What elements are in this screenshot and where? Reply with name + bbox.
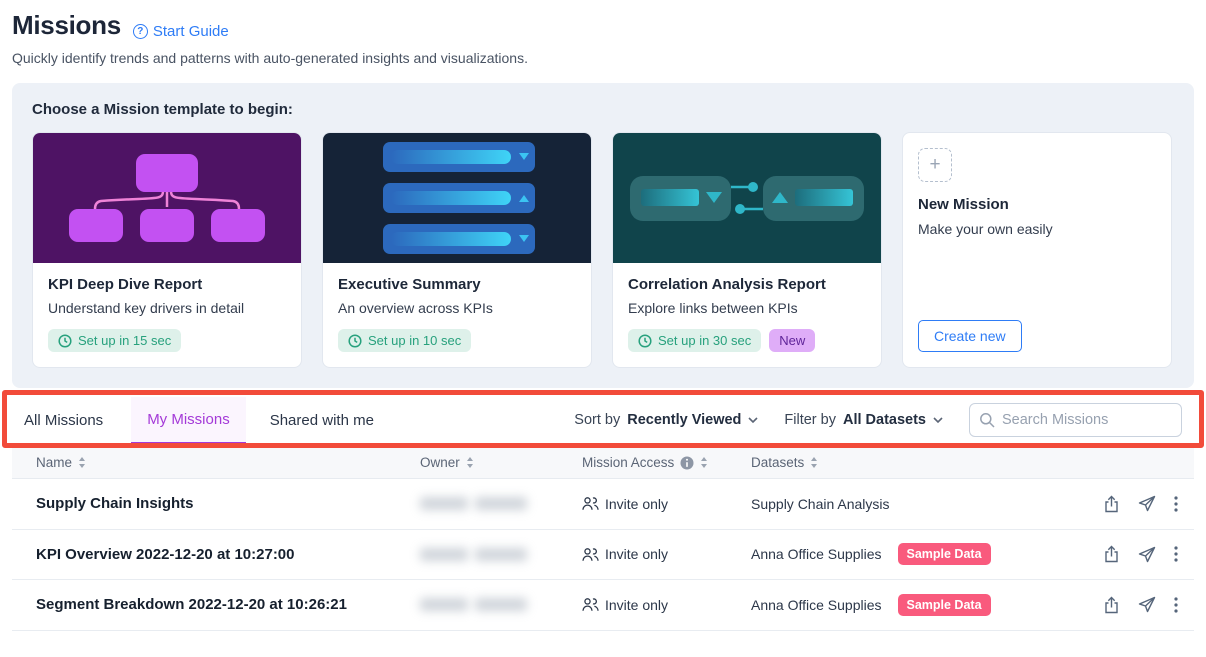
template-card-executive-summary[interactable]: Executive Summary An overview across KPI… <box>322 132 592 368</box>
sort-icon[interactable] <box>78 457 86 468</box>
sort-icon[interactable] <box>810 457 818 468</box>
people-icon <box>582 598 599 612</box>
export-icon <box>1105 596 1118 613</box>
create-new-button[interactable]: Create new <box>918 320 1022 352</box>
sample-data-badge: Sample Data <box>897 543 991 566</box>
people-icon <box>582 547 599 561</box>
table-row[interactable]: Supply Chain Insights Invite only Supply… <box>12 479 1194 530</box>
tab-shared-with-me[interactable]: Shared with me <box>269 411 374 429</box>
export-button[interactable] <box>1103 596 1120 614</box>
mission-access-value: Invite only <box>605 546 669 563</box>
card-subtitle: Understand key drivers in detail <box>48 300 245 316</box>
owner-name-redacted <box>420 547 527 561</box>
setup-time-badge: Set up in 15 sec <box>48 329 182 352</box>
setup-time-badge: Set up in 30 sec <box>628 329 762 352</box>
template-heading: Choose a Mission template to begin: <box>32 101 293 118</box>
share-button[interactable] <box>1138 596 1156 613</box>
question-circle-icon: ? <box>132 24 148 39</box>
filter-dropdown[interactable]: Filter by All Datasets <box>784 412 943 428</box>
sort-icon[interactable] <box>700 457 708 468</box>
info-icon[interactable] <box>680 456 694 470</box>
clock-icon <box>348 333 362 348</box>
flowchart-illustration <box>33 133 301 263</box>
share-button[interactable] <box>1138 546 1156 563</box>
export-button[interactable] <box>1103 545 1120 563</box>
column-owner[interactable]: Owner <box>420 455 460 470</box>
owner-name-redacted <box>420 598 527 612</box>
card-subtitle: An overview across KPIs <box>338 300 493 316</box>
toolbar-section: All Missions My Missions Shared with me … <box>2 390 1204 448</box>
table-header: Name Owner Mission Access Datasets <box>12 446 1194 479</box>
card-title: KPI Deep Dive Report <box>48 276 203 293</box>
clock-icon <box>638 333 652 348</box>
template-card-kpi-deep-dive[interactable]: KPI Deep Dive Report Understand key driv… <box>32 132 302 368</box>
export-icon <box>1105 545 1118 563</box>
page-subtitle: Quickly identify trends and patterns wit… <box>12 50 528 66</box>
column-name[interactable]: Name <box>36 455 73 470</box>
search-missions <box>969 403 1182 437</box>
sort-dropdown[interactable]: Sort by Recently Viewed <box>574 412 758 428</box>
template-cards: KPI Deep Dive Report Understand key driv… <box>32 132 1174 368</box>
dataset-name: Anna Office Supplies <box>751 596 882 613</box>
card-title: Correlation Analysis Report <box>628 276 826 293</box>
page-title: Missions <box>12 10 121 40</box>
mission-name[interactable]: KPI Overview 2022-12-20 at 10:27:00 <box>36 545 295 563</box>
chevron-down-icon <box>933 416 943 423</box>
more-options-button[interactable] <box>1174 496 1178 512</box>
column-datasets[interactable]: Datasets <box>751 455 805 470</box>
kebab-menu-icon <box>1174 496 1178 512</box>
template-section: Choose a Mission template to begin: <box>12 83 1194 388</box>
card-subtitle: Explore links between KPIs <box>628 300 798 316</box>
paper-plane-icon <box>1138 597 1156 613</box>
page-header: Missions ? Start Guide <box>12 0 1194 41</box>
table-row[interactable]: Segment Breakdown 2022-12-20 at 10:26:21… <box>12 580 1194 631</box>
table-row[interactable]: KPI Overview 2022-12-20 at 10:27:00 Invi… <box>12 530 1194 580</box>
people-icon <box>582 497 599 511</box>
kebab-menu-icon <box>1174 546 1178 562</box>
column-mission-access[interactable]: Mission Access <box>582 455 675 470</box>
kebab-menu-icon <box>1174 597 1178 613</box>
share-button[interactable] <box>1138 495 1156 512</box>
new-mission-subtitle: Make your own easily <box>918 221 1053 237</box>
dataset-name: Anna Office Supplies <box>751 546 882 563</box>
tab-my-missions[interactable]: My Missions <box>131 396 246 444</box>
dataset-name: Supply Chain Analysis <box>751 495 890 512</box>
card-title: Executive Summary <box>338 276 481 293</box>
chevron-down-icon <box>748 416 758 423</box>
template-card-correlation-analysis[interactable]: Correlation Analysis Report Explore link… <box>612 132 882 368</box>
search-icon <box>980 413 995 428</box>
clock-icon <box>58 333 72 348</box>
start-guide-label: Start Guide <box>152 23 229 40</box>
mission-name[interactable]: Supply Chain Insights <box>36 495 194 513</box>
export-icon <box>1105 495 1118 512</box>
start-guide-link[interactable]: ? Start Guide <box>132 23 229 40</box>
setup-time-badge: Set up in 10 sec <box>338 329 472 352</box>
plus-icon: + <box>918 148 952 182</box>
mission-access-value: Invite only <box>605 495 669 512</box>
correlation-illustration <box>613 133 881 263</box>
new-badge: New <box>769 329 816 352</box>
sample-data-badge: Sample Data <box>897 593 991 616</box>
more-options-button[interactable] <box>1174 597 1178 613</box>
export-button[interactable] <box>1103 495 1120 513</box>
search-input[interactable] <box>969 403 1182 437</box>
new-mission-card[interactable]: + New Mission Make your own easily Creat… <box>902 132 1172 368</box>
new-mission-title: New Mission <box>918 196 1009 213</box>
more-options-button[interactable] <box>1174 546 1178 562</box>
tab-all-missions[interactable]: All Missions <box>24 411 104 429</box>
kpi-bars-illustration <box>323 133 591 263</box>
mission-access-value: Invite only <box>605 596 669 613</box>
paper-plane-icon <box>1138 546 1156 562</box>
paper-plane-icon <box>1138 496 1156 512</box>
mission-name[interactable]: Segment Breakdown 2022-12-20 at 10:26:21 <box>36 596 347 614</box>
sort-icon[interactable] <box>466 457 474 468</box>
owner-name-redacted <box>420 497 527 511</box>
missions-page: Missions ? Start Guide Quickly identify … <box>2 0 1204 631</box>
